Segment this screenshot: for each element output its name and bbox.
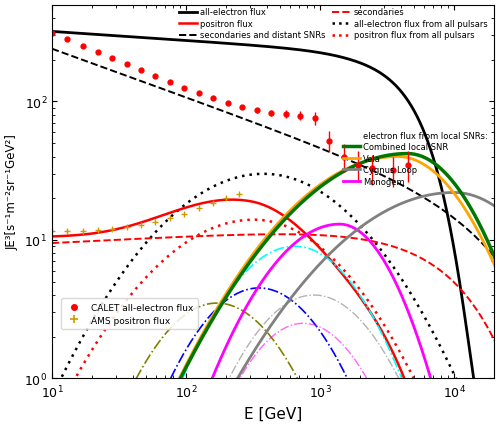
X-axis label: E [GeV]: E [GeV] [244,406,302,420]
Y-axis label: JE³[s⁻¹m⁻²sr⁻¹GeV²]: JE³[s⁻¹m⁻²sr⁻¹GeV²] [6,134,18,250]
Legend: CALET all-electron flux, AMS positron flux: CALET all-electron flux, AMS positron fl… [61,299,198,329]
